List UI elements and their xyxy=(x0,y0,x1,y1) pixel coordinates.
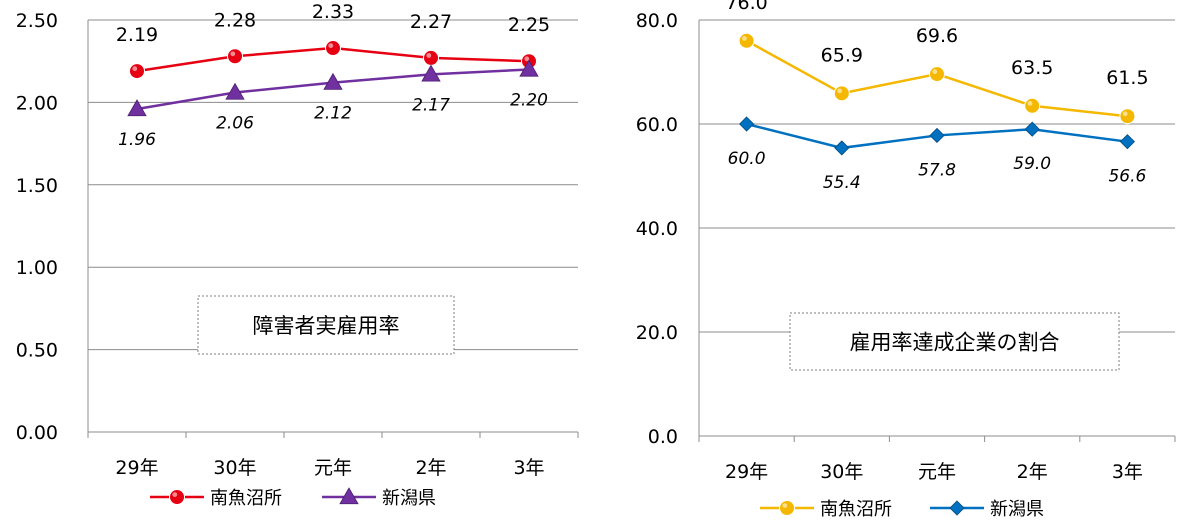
data-point xyxy=(929,127,945,144)
data-point xyxy=(325,40,341,57)
data-point-highlight xyxy=(132,66,138,72)
data-point xyxy=(129,63,145,80)
y-tick-label: 0.50 xyxy=(16,340,58,362)
data-label: 63.5 xyxy=(1011,57,1053,79)
y-tick-label: 2.50 xyxy=(16,10,58,32)
y-tick-label: 2.00 xyxy=(16,92,58,114)
data-label: 2.19 xyxy=(116,24,158,46)
y-tick-label: 0.0 xyxy=(648,426,678,448)
data-point xyxy=(1119,134,1135,150)
data-point-highlight xyxy=(328,43,334,49)
data-point xyxy=(421,64,441,82)
data-point xyxy=(519,59,539,77)
x-tick-label: 29年 xyxy=(115,457,158,479)
data-label: 2.25 xyxy=(508,14,550,36)
data-label: 2.06 xyxy=(216,114,254,134)
data-label: 1.96 xyxy=(118,130,156,150)
data-label: 61.5 xyxy=(1106,67,1148,89)
legend-label: 新潟県 xyxy=(382,488,436,509)
legend-marker-highlight xyxy=(172,492,178,497)
data-label: 2.17 xyxy=(412,95,450,115)
data-label: 2.27 xyxy=(410,11,452,33)
y-tick-label: 60.0 xyxy=(636,114,678,136)
x-tick-label: 2年 xyxy=(415,457,446,479)
data-label: 57.8 xyxy=(918,160,956,180)
data-point-highlight xyxy=(742,36,747,41)
data-label: 59.0 xyxy=(1013,154,1051,174)
x-tick-label: 3年 xyxy=(513,457,544,479)
data-label: 60.0 xyxy=(728,149,766,169)
data-label: 65.9 xyxy=(821,44,863,66)
legend-marker xyxy=(339,487,359,505)
data-point-highlight xyxy=(1122,111,1128,117)
data-point xyxy=(225,82,245,100)
data-point xyxy=(833,85,850,102)
data-point-highlight xyxy=(932,69,938,75)
x-tick-label: 2年 xyxy=(1017,461,1048,483)
x-tick-label: 元年 xyxy=(314,457,352,479)
legend-marker-highlight xyxy=(782,503,788,508)
y-tick-label: 40.0 xyxy=(636,218,678,240)
data-point xyxy=(929,66,945,83)
data-label: 69.6 xyxy=(916,25,958,47)
chart-title-box xyxy=(197,295,455,355)
data-label: 56.6 xyxy=(1108,167,1146,187)
x-tick-label: 3年 xyxy=(1112,461,1143,483)
x-tick-label: 29年 xyxy=(725,461,768,483)
y-tick-label: 0.00 xyxy=(16,422,58,444)
x-tick-label: 30年 xyxy=(820,461,863,483)
data-point-highlight xyxy=(1027,101,1033,106)
chart-title-box xyxy=(789,312,1120,371)
data-point-highlight xyxy=(426,53,432,58)
data-point-highlight xyxy=(524,56,530,62)
legend-label: 南魚沼所 xyxy=(210,488,282,509)
data-point xyxy=(1119,108,1136,125)
data-label: 2.12 xyxy=(314,104,352,124)
x-tick-label: 30年 xyxy=(213,457,256,479)
legend-label: 南魚沼所 xyxy=(820,499,892,520)
legend-marker xyxy=(779,500,795,516)
data-point xyxy=(1024,97,1041,114)
y-tick-label: 80.0 xyxy=(636,10,678,32)
chart-1: 0.00 0.50 1.00 1.50 2.00 2.50 29年 30年 元年 2年 3年 障害者実… xyxy=(16,1,579,509)
data-point xyxy=(127,99,147,117)
data-point xyxy=(1024,121,1040,137)
data-label: 2.20 xyxy=(510,90,548,110)
data-point-highlight xyxy=(230,51,236,57)
chart-title: 雇用率達成企業の割合 xyxy=(850,331,1060,355)
data-point xyxy=(227,48,243,65)
data-point-highlight xyxy=(837,88,842,94)
data-point xyxy=(323,72,343,90)
legend-marker xyxy=(949,500,965,516)
data-point xyxy=(423,49,439,66)
data-label: 76.0 xyxy=(725,0,767,14)
data-point xyxy=(738,32,755,49)
chart-2: 0.0 20.0 40.0 60.0 80.0 29年 30年 元年 2年 3年 雇用率達成企業の割… xyxy=(636,0,1176,520)
data-point xyxy=(739,116,755,132)
x-tick-label: 元年 xyxy=(918,461,956,483)
y-tick-label: 20.0 xyxy=(636,322,678,344)
y-tick-label: 1.50 xyxy=(16,175,58,197)
data-label: 2.33 xyxy=(312,1,354,23)
data-point xyxy=(834,140,850,156)
chart-title: 障害者実雇用率 xyxy=(253,314,400,338)
y-tick-label: 1.00 xyxy=(16,257,58,279)
data-label: 55.4 xyxy=(823,173,861,193)
data-label: 2.28 xyxy=(214,9,256,31)
legend-marker xyxy=(169,489,185,505)
legend-label: 新潟県 xyxy=(990,499,1044,520)
